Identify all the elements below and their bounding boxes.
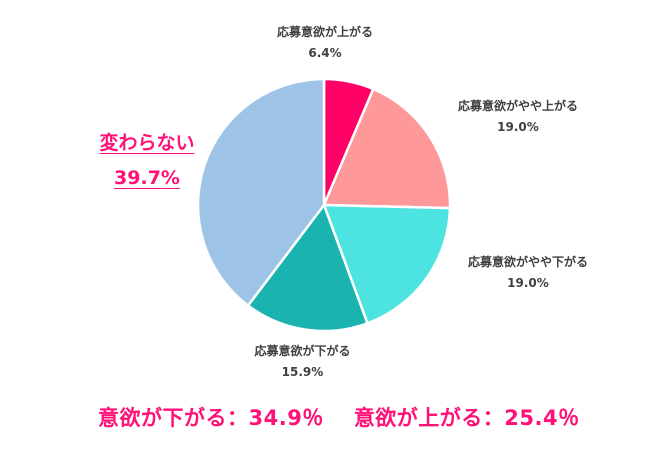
label-unchanged: 変わらない 39.7% bbox=[82, 126, 212, 196]
label-slightly-down: 応募意欲がやや下がる 19.0% bbox=[438, 252, 618, 294]
label-slightly-up: 応募意欲がやや上がる 19.0% bbox=[428, 96, 608, 138]
label-up-pct: 6.4% bbox=[308, 46, 342, 60]
slice-unchanged bbox=[196, 77, 326, 307]
label-down: 応募意欲が下がる 15.9% bbox=[235, 341, 370, 383]
label-down-name: 応募意欲が下がる bbox=[254, 344, 351, 358]
slice-slightly-down bbox=[322, 203, 452, 325]
slice-slightly-up bbox=[322, 87, 452, 210]
summary-up: 意欲が上がる：25.4％ bbox=[353, 406, 580, 430]
label-slightly-up-name: 応募意欲がやや上がる bbox=[457, 99, 578, 113]
label-unchanged-name: 変わらない bbox=[99, 132, 195, 154]
label-slightly-down-name: 応募意欲がやや下がる bbox=[467, 255, 588, 269]
label-slightly-down-pct: 19.0% bbox=[507, 276, 549, 290]
slice-down bbox=[246, 203, 369, 333]
label-up: 応募意欲が上がる 6.4% bbox=[270, 22, 380, 64]
label-up-name: 応募意欲が上がる bbox=[276, 25, 373, 39]
summary-down: 意欲が下がる：34.9％ bbox=[98, 406, 324, 430]
label-unchanged-pct: 39.7% bbox=[114, 167, 180, 189]
label-slightly-up-pct: 19.0% bbox=[497, 120, 539, 134]
label-down-pct: 15.9% bbox=[281, 365, 324, 379]
summary: 意欲が下がる：34.9％ 意欲が上がる：25.4％ bbox=[98, 402, 580, 432]
